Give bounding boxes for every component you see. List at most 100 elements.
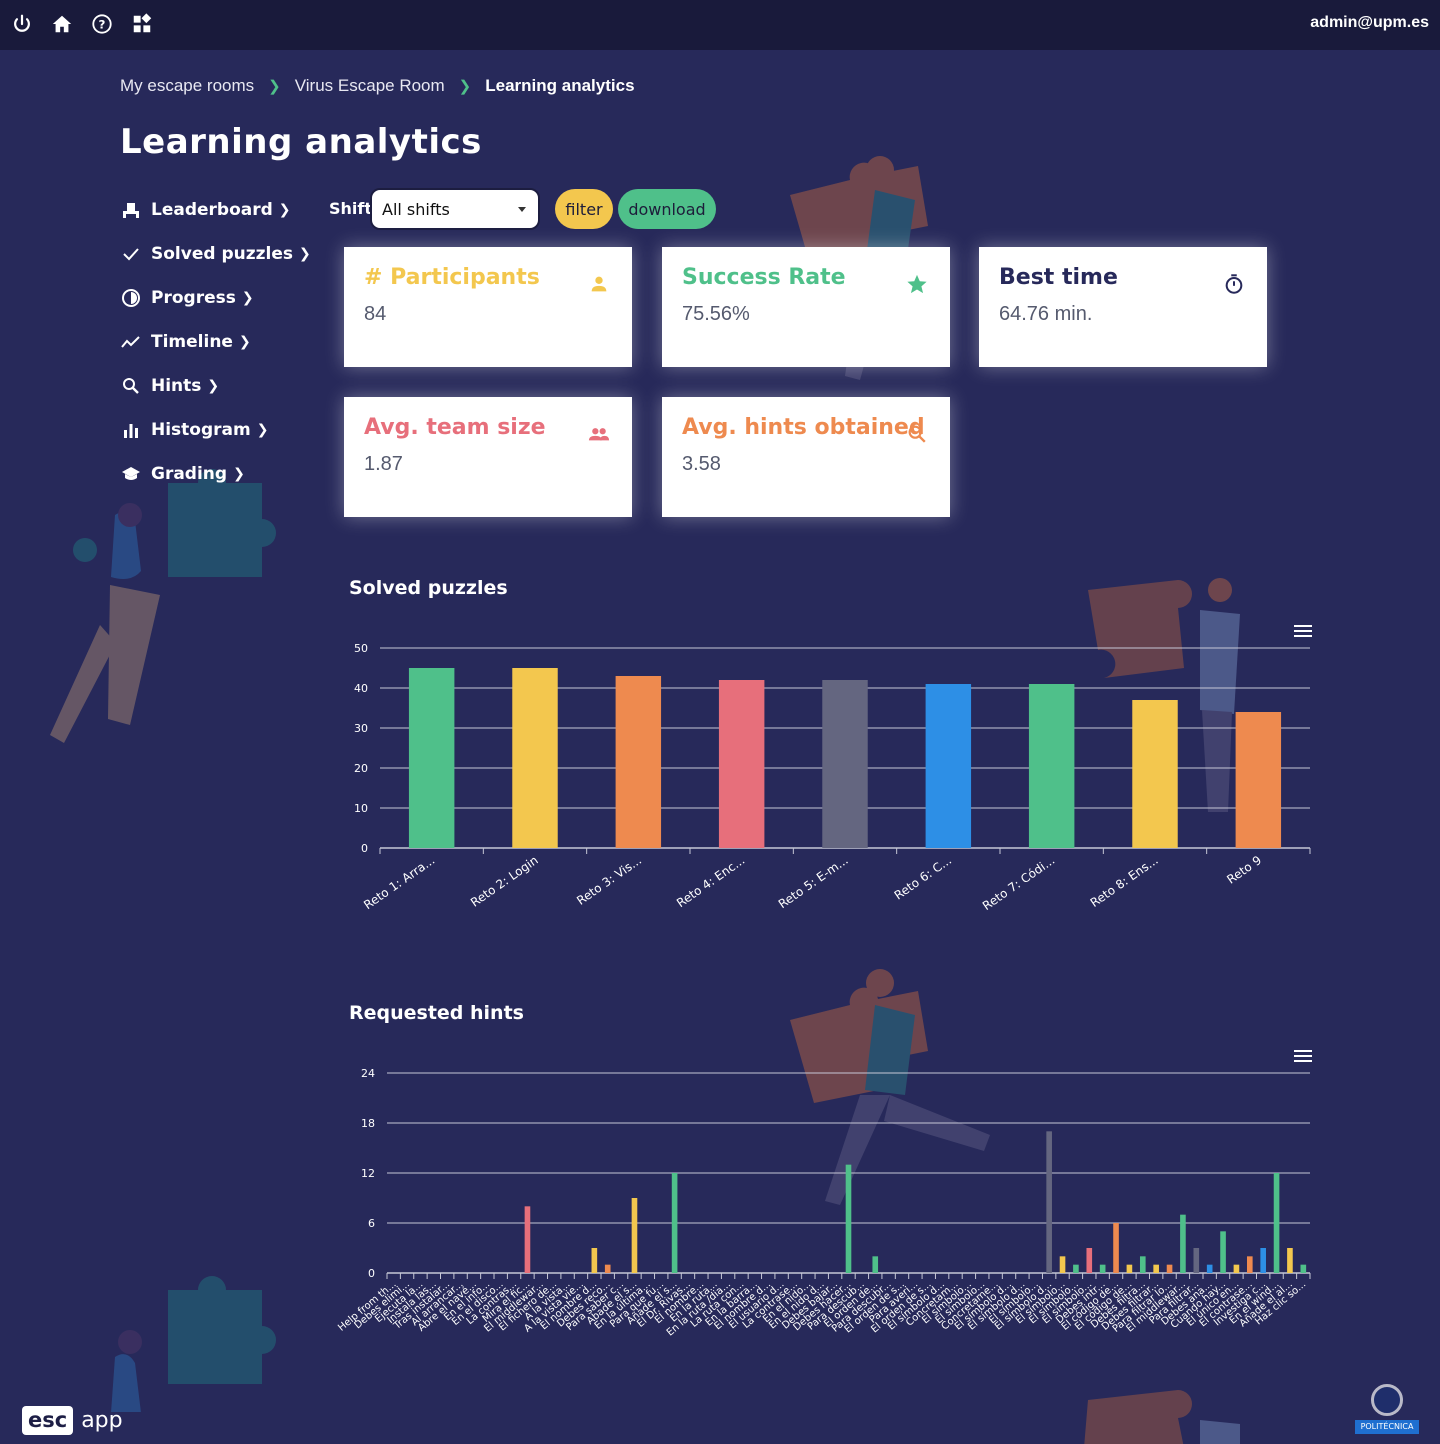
stat-value: 3.58 — [682, 453, 721, 475]
logo-app: app — [81, 1408, 123, 1433]
bar — [512, 668, 558, 848]
page-title: Learning analytics — [120, 122, 482, 162]
bar — [718, 680, 765, 848]
y-tick-label: 0 — [368, 1267, 375, 1280]
puzzle-illustration — [1084, 1390, 1240, 1444]
sidebar-item-progress[interactable]: Progress ❯ — [120, 276, 320, 320]
bar — [408, 668, 455, 848]
sidebar-item-hints[interactable]: Hints ❯ — [120, 364, 320, 408]
help-icon[interactable]: ? — [90, 12, 114, 36]
bar — [1206, 1264, 1213, 1273]
filter-button[interactable]: filter — [555, 189, 613, 229]
power-icon[interactable] — [10, 12, 34, 36]
top-bar: ? admin@upm.es — [0, 0, 1440, 50]
bar — [872, 1256, 879, 1273]
x-tick-label: Reto 7: Códi... — [980, 853, 1057, 913]
escapp-logo[interactable]: esc app — [22, 1406, 123, 1435]
solved-puzzles-chart: 0 10 20 30 40 50 Reto 1: Arra... Reto 2: Login R… — [354, 642, 1311, 913]
bar — [1273, 1173, 1280, 1273]
shift-label: Shift — [329, 199, 373, 218]
chart-menu-icon[interactable] — [1294, 625, 1312, 639]
chevron-right-icon: ❯ — [268, 78, 281, 95]
bar — [671, 1173, 678, 1273]
home-icon[interactable] — [50, 12, 74, 36]
sidebar-item-label: Solved puzzles — [151, 244, 293, 264]
chevron-right-icon: ❯ — [458, 78, 472, 95]
group-icon — [588, 423, 610, 445]
bar — [1132, 700, 1178, 848]
x-tick-label: Reto 2: Login — [468, 853, 541, 910]
stat-title: Best time — [999, 265, 1118, 290]
bar — [1153, 1264, 1159, 1273]
bar-chart-icon — [120, 419, 142, 441]
sidebar-item-label: Hints — [151, 376, 202, 396]
puzzle-illustration — [1088, 578, 1240, 812]
y-tick-label: 12 — [361, 1167, 375, 1180]
bar — [1166, 1264, 1173, 1273]
solved-puzzles-title: Solved puzzles — [349, 577, 508, 599]
bar — [1260, 1248, 1266, 1273]
y-tick-label: 18 — [361, 1117, 375, 1130]
podium-icon — [120, 199, 142, 221]
stat-title: # Participants — [364, 265, 540, 290]
caret-down-icon — [518, 207, 526, 212]
bar — [1180, 1214, 1186, 1273]
bar — [591, 1248, 598, 1273]
chart-menu-icon[interactable] — [1294, 1050, 1312, 1064]
chevron-right-icon: ❯ — [238, 334, 251, 350]
apps-icon[interactable] — [130, 12, 154, 36]
stat-value: 1.87 — [364, 453, 403, 475]
shift-select[interactable]: All shifts — [370, 188, 540, 230]
y-tick-label: 0 — [361, 842, 368, 855]
sidebar-item-leaderboard[interactable]: Leaderboard ❯ — [120, 188, 320, 232]
chevron-right-icon: ❯ — [256, 422, 269, 438]
sidebar-item-timeline[interactable]: Timeline ❯ — [120, 320, 320, 364]
star-icon — [906, 273, 928, 295]
breadcrumb-learning-analytics: Learning analytics — [485, 76, 635, 95]
sidebar-item-grading[interactable]: Grading ❯ — [120, 452, 320, 496]
bar — [845, 1164, 852, 1273]
y-tick-label: 24 — [361, 1067, 375, 1080]
chevron-right-icon: ❯ — [207, 378, 220, 394]
requested-hints-title: Requested hints — [349, 1002, 524, 1024]
stat-value: 84 — [364, 303, 387, 325]
breadcrumb-virus-escape-room[interactable]: Virus Escape Room — [294, 76, 445, 95]
x-tick-label: Reto 1: Arra... — [361, 853, 437, 912]
bar — [631, 1198, 638, 1273]
breadcrumb: My escape rooms ❯ Virus Escape Room ❯ Le… — [120, 76, 635, 96]
stat-title: Avg. team size — [364, 415, 546, 440]
stat-value: 75.56% — [682, 303, 750, 325]
bar — [1193, 1248, 1200, 1273]
y-tick-label: 50 — [354, 642, 368, 655]
stat-card-avg-hints: Avg. hints obtained 3.58 — [662, 397, 950, 517]
user-email[interactable]: admin@upm.es — [1310, 14, 1429, 31]
chevron-right-icon: ❯ — [299, 246, 311, 262]
sidebar-item-label: Grading — [151, 464, 228, 484]
bar — [615, 676, 662, 848]
sidebar-item-label: Progress — [151, 288, 236, 308]
bar — [1059, 1256, 1066, 1273]
stat-title: Avg. hints obtained — [682, 415, 925, 440]
stat-card-best-time: Best time 64.76 min. — [979, 247, 1267, 367]
stat-title: Success Rate — [682, 265, 846, 290]
y-tick-label: 30 — [354, 722, 368, 735]
bar — [1235, 712, 1282, 848]
sidebar-item-label: Leaderboard — [151, 200, 273, 220]
bar — [822, 680, 868, 848]
sidebar-item-solved-puzzles[interactable]: Solved puzzles ❯ — [120, 232, 320, 276]
bar — [1046, 1131, 1052, 1273]
chevron-right-icon: ❯ — [241, 290, 254, 306]
sidebar-item-histogram[interactable]: Histogram ❯ — [120, 408, 320, 452]
check-icon — [120, 243, 142, 265]
stat-value: 64.76 min. — [999, 303, 1093, 325]
bar — [1028, 684, 1075, 848]
bar — [1086, 1248, 1093, 1273]
x-tick-label: Reto 4: Enc... — [674, 853, 747, 910]
university-logo: POLITÉCNICA — [1355, 1382, 1419, 1436]
university-seal-icon — [1371, 1384, 1403, 1416]
x-tick-label: Reto 3: Vis... — [574, 853, 644, 908]
breadcrumb-my-escape-rooms[interactable]: My escape rooms — [120, 76, 255, 95]
download-button[interactable]: download — [618, 189, 716, 229]
puzzle-illustration — [111, 1276, 276, 1412]
